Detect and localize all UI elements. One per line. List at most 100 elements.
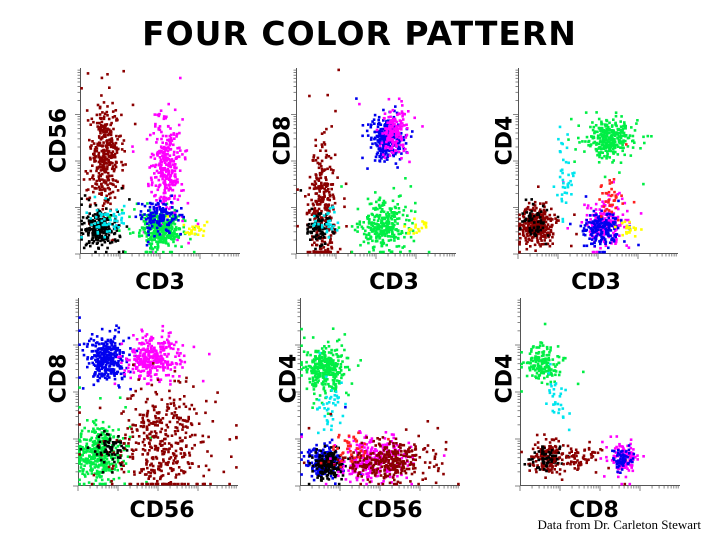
data-point <box>602 233 605 236</box>
data-point <box>327 155 331 158</box>
data-point <box>164 241 168 245</box>
data-point <box>163 236 166 240</box>
data-point <box>179 232 182 236</box>
data-point <box>120 212 124 215</box>
data-point <box>411 229 415 233</box>
data-point <box>124 406 127 409</box>
data-point <box>181 153 184 156</box>
data-point <box>115 208 118 212</box>
data-point <box>526 226 530 230</box>
data-point <box>162 345 165 348</box>
data-point <box>613 190 616 194</box>
data-point <box>387 239 391 242</box>
data-point <box>94 155 98 158</box>
data-point <box>398 127 401 130</box>
data-point <box>587 144 590 147</box>
data-point <box>182 354 186 358</box>
data-point <box>107 357 111 360</box>
data-point <box>180 245 183 248</box>
data-point <box>161 134 165 138</box>
data-point <box>145 366 149 369</box>
data-point <box>316 250 319 254</box>
data-point <box>388 149 391 153</box>
data-point <box>320 250 323 254</box>
data-point <box>102 135 105 138</box>
data-point <box>155 220 159 224</box>
data-point <box>100 372 104 375</box>
data-point <box>101 223 105 227</box>
data-point <box>382 210 386 214</box>
data-point <box>315 243 318 247</box>
data-point <box>131 150 135 153</box>
data-point <box>550 223 554 227</box>
data-point <box>370 123 373 126</box>
data-point <box>387 131 390 134</box>
data-point <box>533 232 537 235</box>
data-point <box>95 351 99 354</box>
data-point <box>165 177 169 180</box>
data-point <box>100 219 104 223</box>
data-point <box>97 236 100 239</box>
data-point <box>173 108 177 112</box>
data-point <box>168 139 171 143</box>
data-point <box>154 176 157 179</box>
data-point <box>167 221 171 225</box>
data-point <box>403 124 406 127</box>
data-point <box>162 146 166 150</box>
data-point <box>114 165 118 169</box>
data-point <box>608 121 611 125</box>
data-point <box>164 148 168 152</box>
data-point <box>128 198 131 201</box>
data-point <box>551 235 554 239</box>
data-point <box>89 464 92 468</box>
data-point <box>313 184 317 187</box>
data-point <box>311 238 314 241</box>
data-point <box>525 211 528 214</box>
data-point <box>390 118 393 122</box>
data-point <box>111 370 115 374</box>
data-point <box>541 226 545 230</box>
data-point <box>392 115 396 119</box>
data-point <box>102 159 105 162</box>
data-point <box>527 224 530 227</box>
data-point <box>159 357 162 361</box>
scatter-plot <box>73 298 238 491</box>
data-point <box>561 185 565 189</box>
data-point <box>115 226 119 230</box>
scatter-panel-cd3-cd8 <box>291 68 456 259</box>
data-point <box>358 223 362 226</box>
data-point <box>369 146 373 149</box>
data-point <box>326 243 330 247</box>
data-point <box>582 227 586 230</box>
data-point <box>93 187 97 190</box>
data-point <box>150 344 153 348</box>
data-point <box>173 366 177 369</box>
data-point <box>109 338 113 342</box>
data-point <box>313 222 317 226</box>
data-point <box>605 119 609 123</box>
data-point <box>586 206 589 210</box>
data-point <box>611 151 615 154</box>
data-point <box>367 220 371 224</box>
data-point <box>101 136 104 139</box>
data-point <box>544 220 548 224</box>
data-point <box>98 457 102 460</box>
data-point <box>148 166 151 169</box>
data-point <box>153 222 157 226</box>
data-point <box>523 219 527 223</box>
data-point <box>536 238 539 242</box>
data-point <box>158 162 161 166</box>
data-point <box>102 117 106 121</box>
data-point <box>110 347 113 351</box>
data-point <box>93 195 97 199</box>
data-point <box>162 196 165 199</box>
data-point <box>116 239 120 242</box>
data-point <box>387 215 391 218</box>
data-point <box>581 229 585 233</box>
data-point <box>164 153 167 156</box>
data-point <box>395 111 399 115</box>
data-point <box>324 223 327 226</box>
data-point <box>380 157 383 160</box>
data-point <box>164 161 167 165</box>
data-point <box>131 231 135 234</box>
